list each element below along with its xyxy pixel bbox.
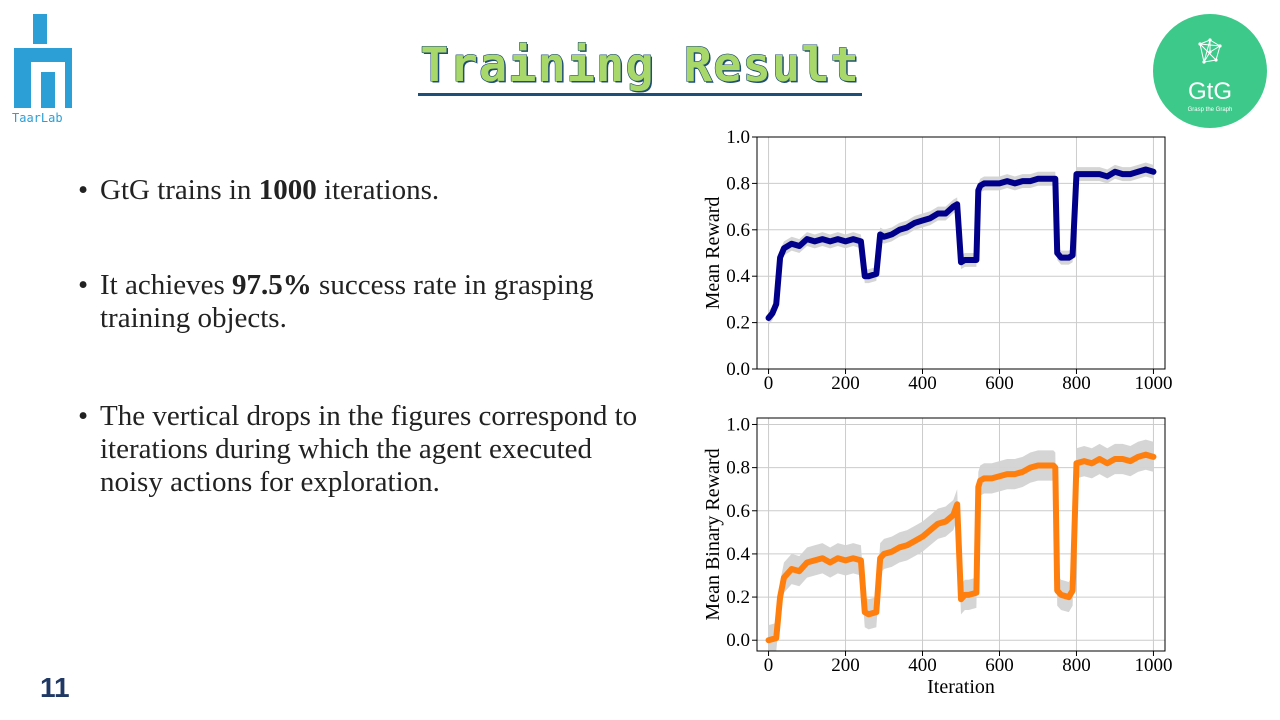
y-tick-label: 0.0 xyxy=(726,630,750,651)
taarlab-logo-text: TaarLab xyxy=(12,111,63,125)
x-tick-label: 1000 xyxy=(1134,655,1172,676)
bullet-text: The vertical drops in the figures corres… xyxy=(100,400,638,498)
bullet-item: The vertical drops in the figures corres… xyxy=(78,400,660,499)
y-tick-label: 0.2 xyxy=(726,313,750,334)
bullet-text: iterations. xyxy=(316,174,440,206)
x-tick-label: 0 xyxy=(764,655,774,676)
gtg-logo-name: GtG xyxy=(1187,78,1232,105)
x-tick-label: 1000 xyxy=(1134,373,1172,394)
y-tick-label: 0.6 xyxy=(726,220,750,241)
page-number: 11 xyxy=(40,672,70,703)
bullet-item: GtG trains in 1000 iterations. xyxy=(78,174,660,207)
x-tick-label: 200 xyxy=(831,655,860,676)
gtg-logo: GtG Grasp the Graph xyxy=(1153,14,1267,128)
x-tick-label: 0 xyxy=(764,373,774,394)
y-tick-label: 0.6 xyxy=(726,501,750,522)
plot-frame xyxy=(756,136,1166,370)
bullet-emphasis: 97.5% xyxy=(232,269,312,301)
page-title-text: Training Result xyxy=(418,38,862,96)
bullet-emphasis: 1000 xyxy=(258,174,317,206)
page-title: Training Result xyxy=(0,38,1280,96)
y-tick-label: 0.8 xyxy=(726,173,750,194)
taarlab-logo xyxy=(10,12,80,124)
y-tick-label: 1.0 xyxy=(726,414,750,435)
y-tick-label: 0.4 xyxy=(726,266,750,287)
x-tick-label: 800 xyxy=(1062,655,1091,676)
y-tick-label: 0.4 xyxy=(726,544,750,565)
bullet-item: It achieves 97.5% success rate in graspi… xyxy=(78,269,660,335)
taarlab-logo-mark xyxy=(14,14,72,108)
y-axis-label: Mean Binary Reward xyxy=(702,448,724,620)
x-tick-label: 200 xyxy=(831,373,860,394)
series-line xyxy=(765,451,1157,644)
y-tick-label: 0.2 xyxy=(726,587,750,608)
bullet-text: success rate in grasping training object… xyxy=(100,269,594,334)
plot-frame xyxy=(756,417,1166,652)
y-axis-label: Mean Reward xyxy=(702,197,724,310)
bullet-text: GtG trains in xyxy=(100,174,259,206)
bullet-text: It achieves xyxy=(100,269,233,301)
x-tick-label: 400 xyxy=(908,373,937,394)
x-axis-label: Iteration xyxy=(927,676,995,698)
graph-network-icon xyxy=(1198,38,1222,64)
x-tick-label: 600 xyxy=(985,373,1014,394)
series-line xyxy=(765,166,1157,321)
x-tick-label: 400 xyxy=(908,655,937,676)
x-tick-label: 600 xyxy=(985,655,1014,676)
y-tick-label: 1.0 xyxy=(726,127,750,148)
y-tick-label: 0.8 xyxy=(726,458,750,479)
gtg-logo-tagline: Grasp the Graph xyxy=(1187,107,1233,113)
y-tick-label: 0.0 xyxy=(726,359,750,380)
x-tick-label: 800 xyxy=(1062,373,1091,394)
